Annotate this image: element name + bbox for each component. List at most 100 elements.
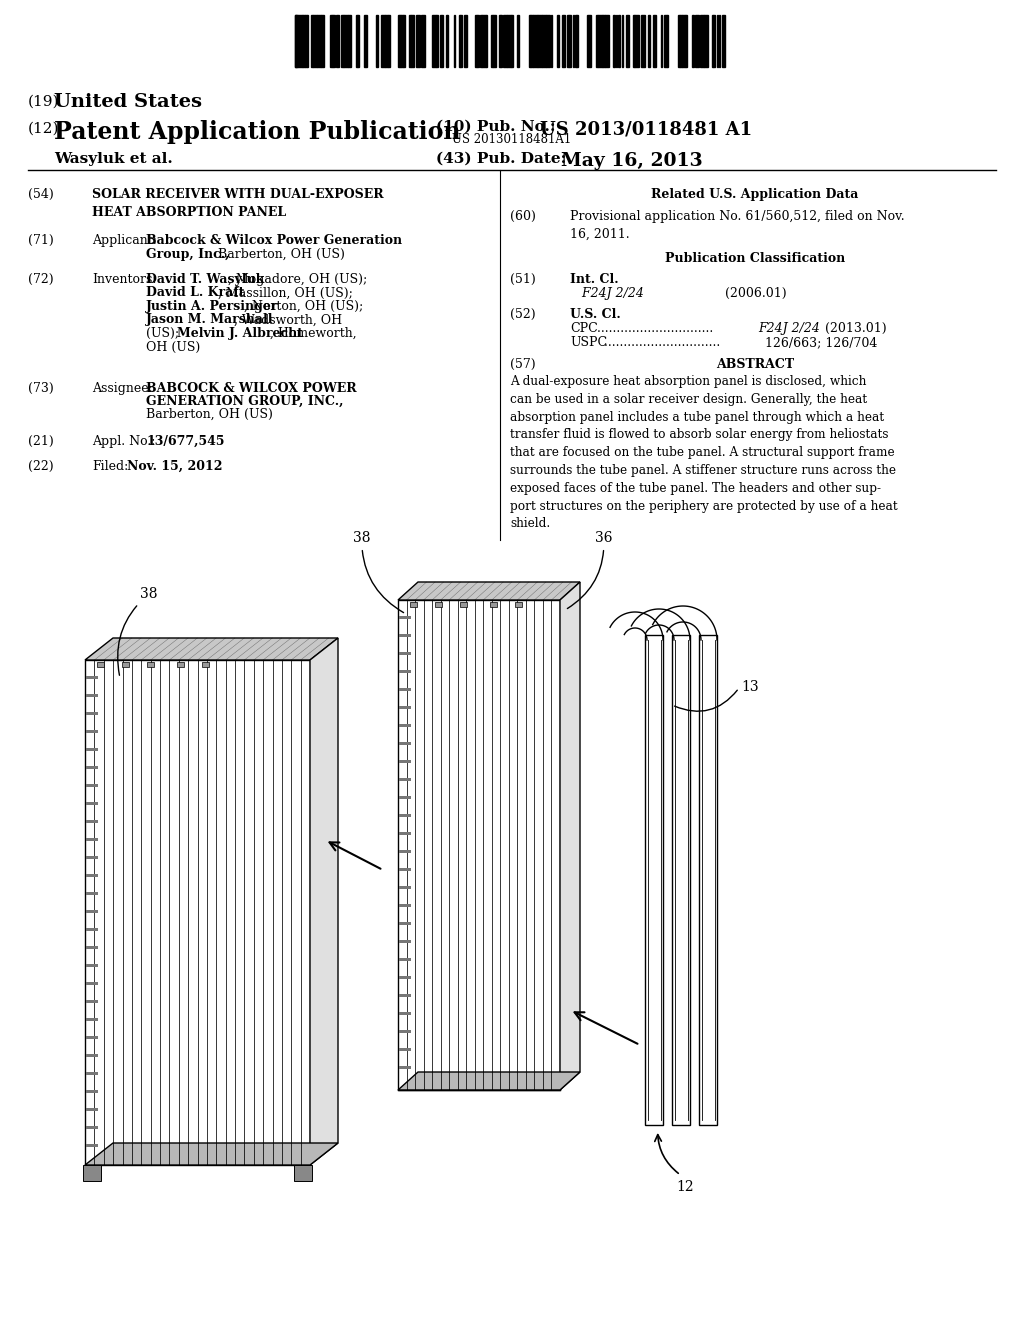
Bar <box>403 813 407 817</box>
Bar <box>86 1035 89 1039</box>
Polygon shape <box>560 582 580 1090</box>
Bar <box>407 903 411 907</box>
Bar <box>90 676 93 678</box>
Bar <box>407 759 411 763</box>
Text: Melvin J. Albrecht: Melvin J. Albrecht <box>177 327 303 341</box>
Bar <box>432 15 436 67</box>
Bar <box>348 15 351 67</box>
Bar <box>403 957 407 961</box>
Bar <box>86 909 89 913</box>
Text: Int. Cl.: Int. Cl. <box>570 273 618 286</box>
Bar <box>407 634 411 638</box>
Bar <box>401 15 403 67</box>
Bar <box>399 994 402 997</box>
Bar <box>407 886 411 888</box>
Bar <box>557 15 559 67</box>
Text: A dual-exposure heat absorption panel is disclosed, which
can be used in a solar: A dual-exposure heat absorption panel is… <box>510 375 898 531</box>
Bar <box>86 855 89 859</box>
Bar <box>403 850 407 853</box>
Text: U.S. Cl.: U.S. Cl. <box>570 308 621 321</box>
Bar <box>598 15 602 67</box>
Text: (2006.01): (2006.01) <box>685 286 786 300</box>
Bar <box>648 15 650 67</box>
Bar <box>409 15 411 67</box>
Text: 38: 38 <box>118 587 158 676</box>
Bar <box>407 669 411 673</box>
Bar <box>435 602 442 607</box>
Bar <box>321 15 324 67</box>
Bar <box>482 15 486 67</box>
Bar <box>700 15 705 67</box>
Text: 126/663; 126/704: 126/663; 126/704 <box>765 337 878 348</box>
Text: (51): (51) <box>510 273 536 286</box>
Bar <box>86 1126 89 1129</box>
Bar <box>341 15 343 67</box>
Text: Patent Application Publication: Patent Application Publication <box>54 120 461 144</box>
Bar <box>385 15 388 67</box>
Bar <box>94 964 97 968</box>
Bar <box>407 615 411 619</box>
Bar <box>403 759 407 763</box>
Bar <box>303 15 305 67</box>
Bar <box>86 693 89 697</box>
Bar <box>388 15 390 67</box>
Bar <box>399 777 402 781</box>
Bar <box>410 602 417 607</box>
Bar <box>399 921 402 925</box>
Bar <box>90 1089 93 1093</box>
Bar <box>94 1107 97 1111</box>
Bar <box>94 891 97 895</box>
Text: (10) Pub. No.:: (10) Pub. No.: <box>436 120 555 135</box>
Bar <box>90 1107 93 1111</box>
Bar <box>403 615 407 619</box>
Bar <box>399 813 402 817</box>
Bar <box>399 723 402 727</box>
Bar <box>86 874 89 876</box>
Bar <box>94 909 97 913</box>
Polygon shape <box>310 638 338 1166</box>
Bar <box>90 1072 93 1074</box>
Text: David T. Wasyluk: David T. Wasyluk <box>146 273 264 286</box>
Bar <box>94 766 97 770</box>
Bar <box>407 975 411 979</box>
Bar <box>605 15 609 67</box>
Polygon shape <box>398 1072 580 1090</box>
Text: (19): (19) <box>28 95 59 110</box>
Bar <box>94 945 97 949</box>
Text: 36: 36 <box>567 531 612 609</box>
Bar <box>94 747 97 751</box>
Bar <box>403 634 407 638</box>
Bar <box>403 723 407 727</box>
Bar <box>90 1126 93 1129</box>
Bar <box>90 928 93 931</box>
Bar <box>381 15 385 67</box>
Bar <box>399 705 402 709</box>
Bar <box>515 602 522 607</box>
Text: Nov. 15, 2012: Nov. 15, 2012 <box>127 459 222 473</box>
Text: (2013.01): (2013.01) <box>821 322 887 335</box>
Text: , Wadsworth, OH: , Wadsworth, OH <box>233 314 342 326</box>
Text: Appl. No.:: Appl. No.: <box>92 436 156 447</box>
Bar <box>122 663 129 667</box>
Text: F24J 2/24: F24J 2/24 <box>570 286 644 300</box>
Text: Assignee:: Assignee: <box>92 381 153 395</box>
Text: SOLAR RECEIVER WITH DUAL-EXPOSER
HEAT ABSORPTION PANEL: SOLAR RECEIVER WITH DUAL-EXPOSER HEAT AB… <box>92 187 384 219</box>
Bar <box>416 15 420 67</box>
Bar <box>399 975 402 979</box>
Text: (22): (22) <box>28 459 53 473</box>
Bar <box>399 940 402 942</box>
Polygon shape <box>83 1166 101 1181</box>
Bar <box>407 1048 411 1051</box>
Bar <box>407 921 411 925</box>
Bar <box>403 994 407 997</box>
Bar <box>542 15 546 67</box>
Bar <box>440 15 443 67</box>
Bar <box>699 635 717 1125</box>
Bar <box>86 711 89 715</box>
Text: United States: United States <box>54 92 202 111</box>
Text: CPC: CPC <box>570 322 598 335</box>
Bar <box>94 784 97 787</box>
Bar <box>713 15 715 67</box>
Bar <box>664 15 667 67</box>
Bar <box>596 15 598 67</box>
